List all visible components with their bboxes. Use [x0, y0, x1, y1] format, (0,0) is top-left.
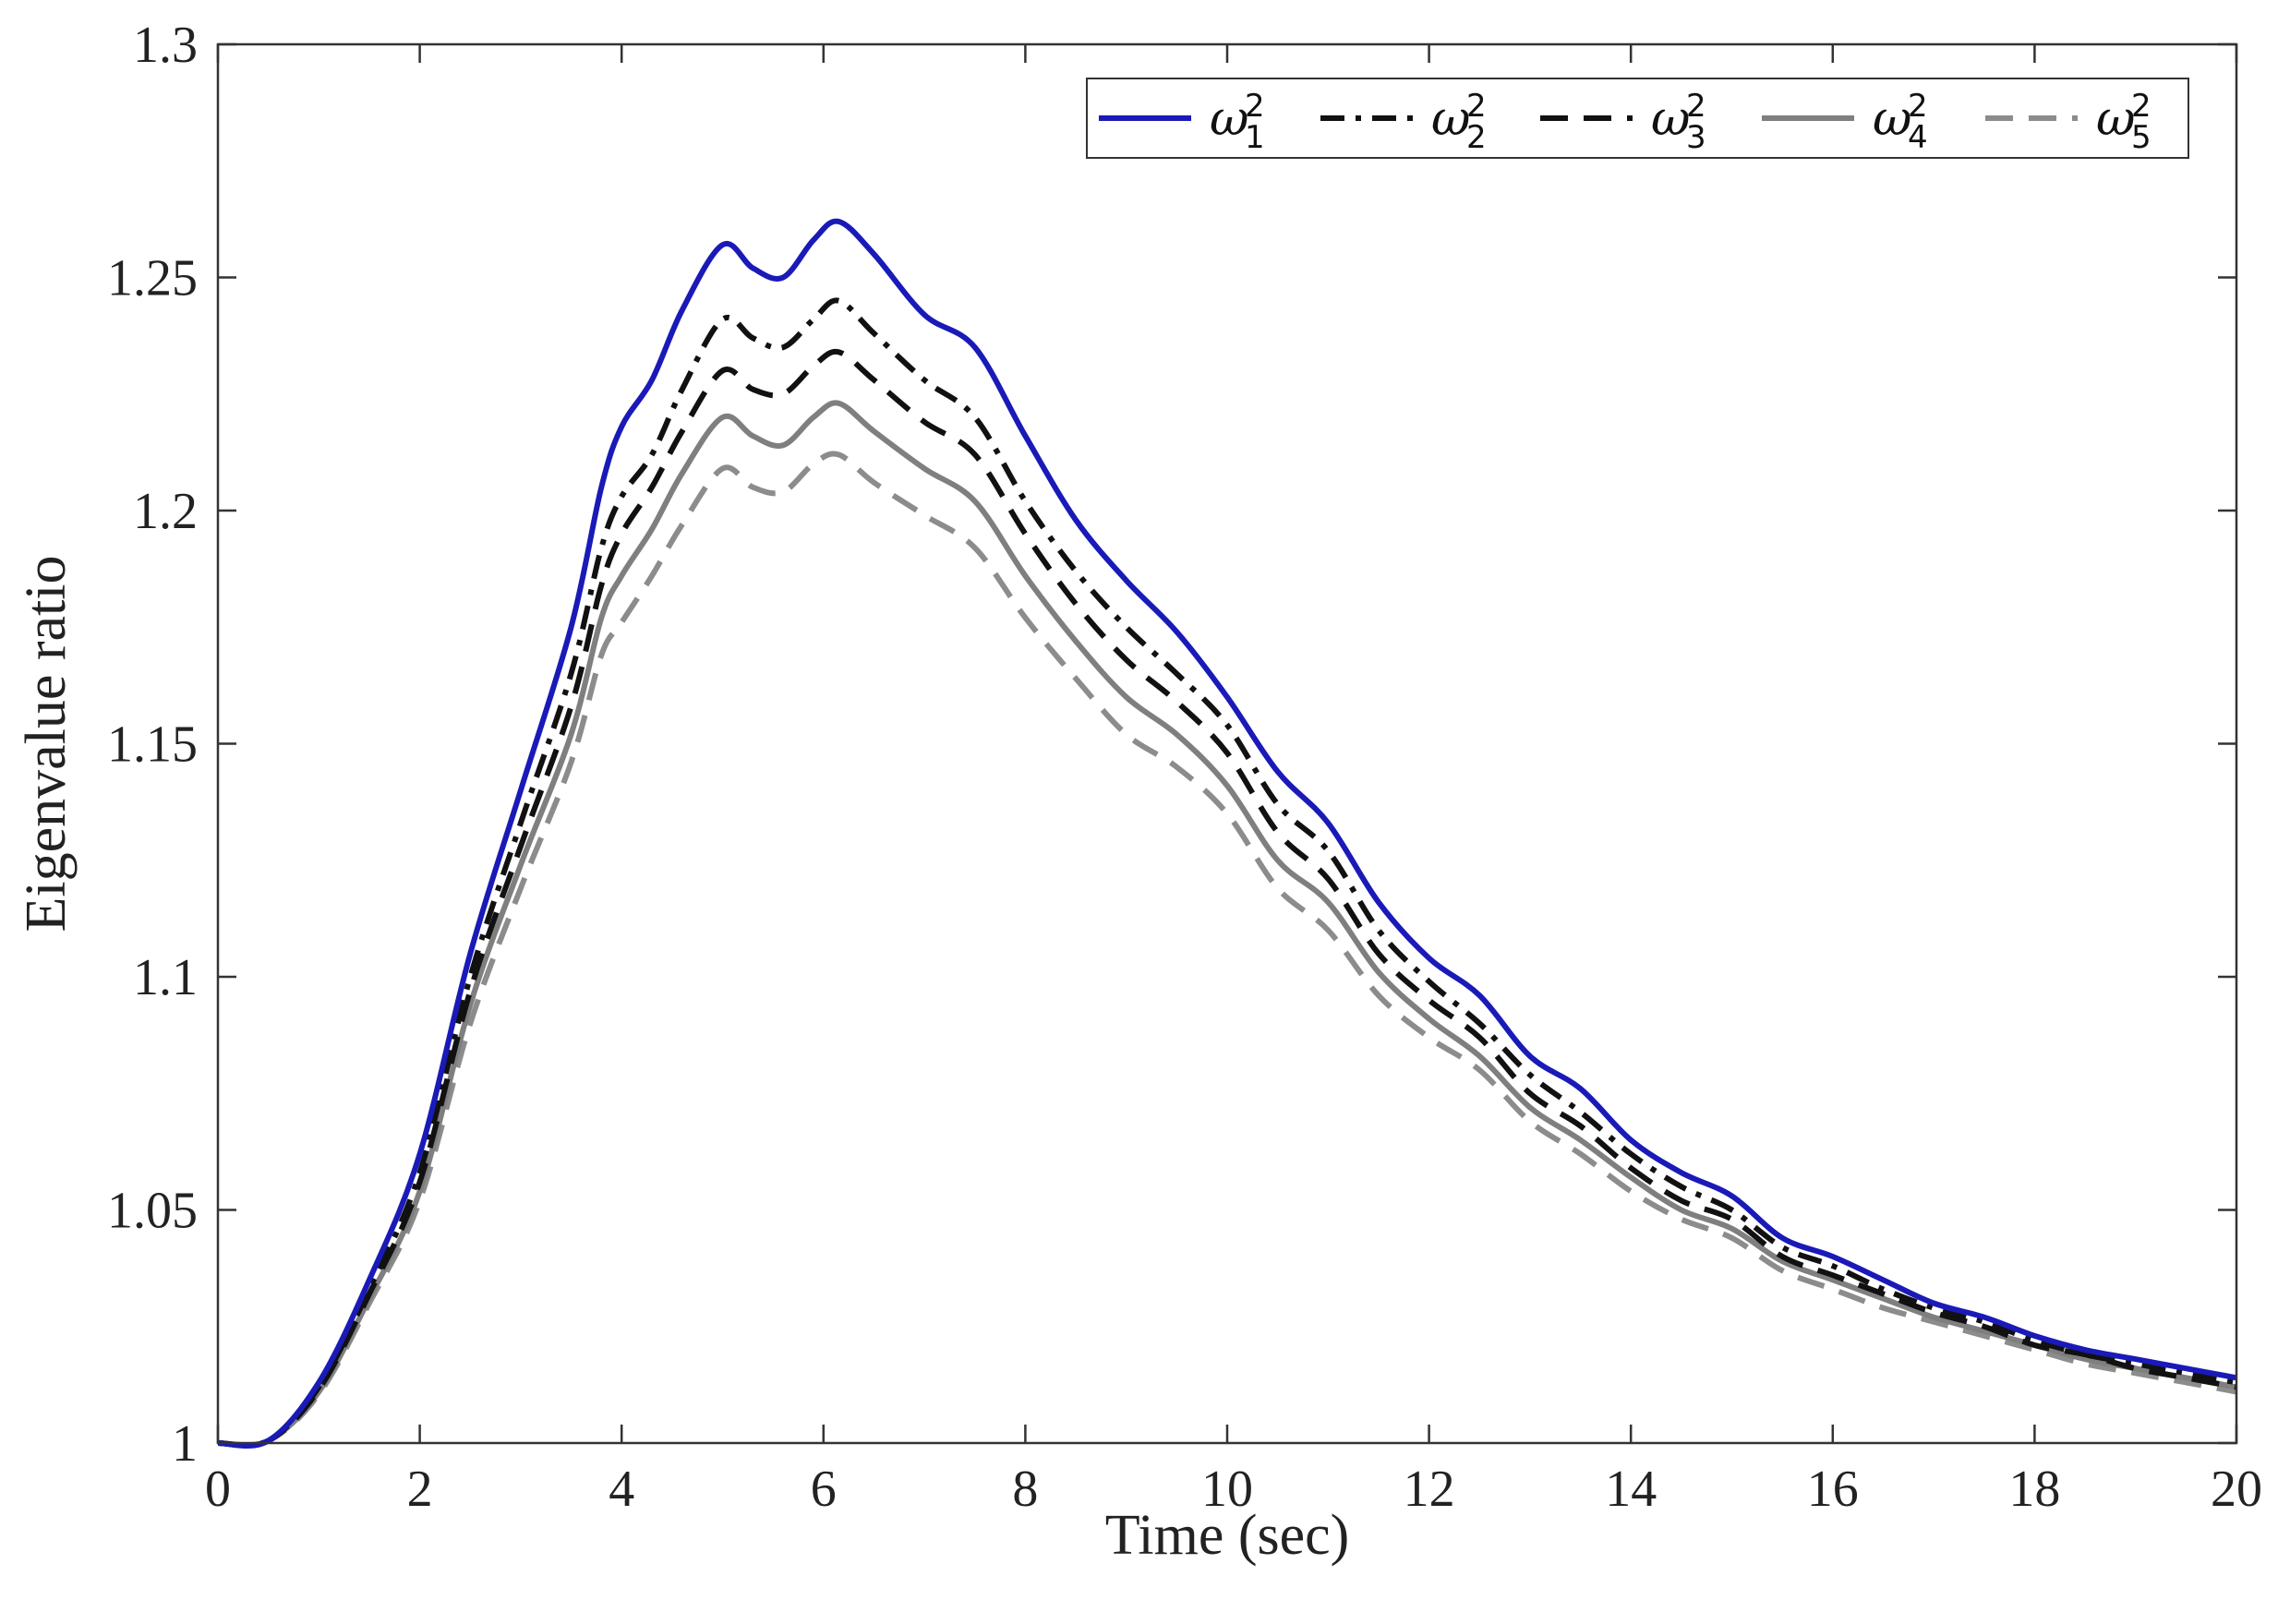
y-axis-label: Eigenvalue ratio: [15, 556, 78, 932]
legend-subscript: 5: [2131, 119, 2151, 156]
legend-subscript: 3: [1686, 119, 1706, 156]
x-tick-label: 20: [2211, 1461, 2262, 1518]
legend-label-omega4: ω: [1873, 91, 1911, 147]
series-layer: [217, 218, 2237, 1449]
series-line-omega4: [217, 400, 2237, 1449]
series-line-omega3: [217, 348, 2237, 1449]
y-tick-label: 1.25: [107, 250, 198, 307]
legend-superscript: 2: [1466, 88, 1487, 125]
x-tick-label: 6: [811, 1461, 837, 1518]
legend-label-omega2: ω: [1431, 91, 1470, 147]
legend-superscript: 2: [2131, 88, 2151, 125]
x-tick-label: 10: [1201, 1461, 1253, 1518]
x-axis-ticks: 0 2 4 6 8 10 12 14 16 18 20: [205, 44, 2262, 1518]
legend-label-omega1: ω: [1210, 91, 1248, 147]
legend-superscript: 2: [1908, 88, 1928, 125]
y-tick-label: 1.2: [133, 483, 198, 540]
legend-label-omega5: ω: [2096, 91, 2135, 147]
series-line-omega1: [217, 218, 2237, 1449]
series-line-omega5: [217, 451, 2237, 1449]
x-tick-label: 4: [609, 1461, 634, 1518]
x-tick-label: 18: [2008, 1461, 2060, 1518]
x-tick-label: 0: [205, 1461, 231, 1518]
x-tick-label: 14: [1605, 1461, 1657, 1518]
legend-superscript: 2: [1245, 88, 1265, 125]
legend-label-omega3: ω: [1651, 91, 1690, 147]
x-axis-label: Time (sec): [1105, 1504, 1350, 1567]
y-tick-label: 1.1: [133, 949, 198, 1006]
x-tick-label: 16: [1807, 1461, 1859, 1518]
x-tick-label: 12: [1404, 1461, 1455, 1518]
x-tick-label: 8: [1012, 1461, 1038, 1518]
legend-subscript: 1: [1245, 119, 1265, 156]
legend-subscript: 2: [1466, 119, 1487, 156]
y-tick-label: 1.15: [107, 716, 198, 774]
x-tick-label: 2: [407, 1461, 433, 1518]
legend-subscript: 4: [1908, 119, 1928, 156]
y-tick-label: 1.3: [133, 17, 198, 74]
plot-area-frame: [216, 42, 2238, 1445]
legend-superscript: 2: [1686, 88, 1706, 125]
legend: ω21 ω22 ω23 ω24 ω25: [1086, 78, 2189, 159]
y-tick-label: 1.05: [107, 1183, 198, 1240]
y-axis-ticks: 1 1.05 1.1 1.15 1.2 1.25 1.3: [107, 17, 2236, 1473]
y-tick-label: 1: [172, 1415, 198, 1473]
series-line-omega2: [217, 297, 2237, 1449]
